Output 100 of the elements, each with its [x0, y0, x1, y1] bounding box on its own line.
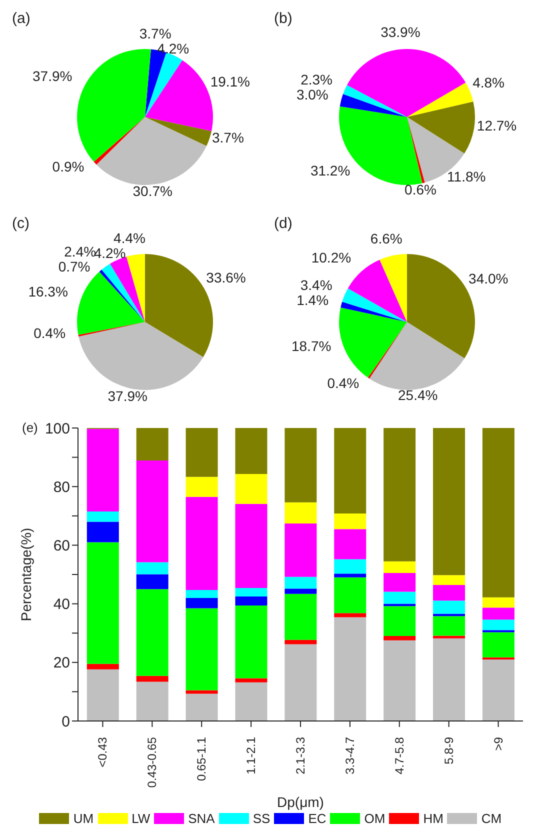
legend-label: UM: [72, 811, 94, 826]
y-tick-label: 100: [44, 420, 70, 438]
bar: [284, 644, 317, 721]
data-label: 2.3%: [300, 72, 332, 88]
bar: [482, 428, 514, 598]
bar: [334, 577, 366, 614]
bar: [334, 514, 366, 530]
legend-label: CM: [480, 811, 502, 826]
bar: [284, 524, 317, 577]
data-label: 4.4%: [114, 230, 146, 246]
bar: [284, 594, 317, 640]
bar: [186, 690, 218, 694]
bar: [86, 542, 119, 664]
data-label: 10.2%: [311, 250, 352, 266]
bar: [433, 585, 466, 601]
bar: [235, 474, 268, 504]
data-label: 0.6%: [404, 182, 436, 198]
bar: [235, 596, 268, 606]
x-tick-label: 3.3-4.7: [342, 736, 357, 774]
bar: [334, 574, 366, 578]
pie-slice: [77, 272, 145, 335]
bar: [433, 428, 466, 576]
bar: [136, 428, 168, 461]
pie-slice: [96, 117, 206, 185]
bar: [433, 638, 466, 721]
pie-slice: [339, 307, 407, 378]
legend-label: EC: [307, 811, 326, 826]
bar: [235, 588, 268, 596]
pie-slice: [145, 117, 212, 146]
data-label: 4.2%: [94, 244, 126, 261]
bar: [186, 496, 218, 590]
bar: [433, 600, 466, 614]
bar: [186, 476, 218, 497]
bar: [284, 640, 317, 644]
pie-slice: [342, 288, 407, 322]
y-tick-label: 40: [53, 596, 70, 614]
bar: [334, 617, 366, 721]
bar: [334, 559, 366, 574]
bar: [284, 576, 317, 589]
data-label: 1.4%: [296, 292, 329, 308]
chart-title: (e): [22, 420, 38, 435]
data-label: 2.4%: [64, 244, 96, 260]
pie-slice: [340, 302, 407, 322]
data-label: 4.8%: [472, 74, 505, 90]
y-axis-title: Percentage(%): [18, 528, 34, 622]
bar: [186, 590, 218, 598]
data-label: 34.0%: [468, 270, 508, 286]
bar: [86, 512, 119, 522]
bar: [235, 678, 268, 682]
x-tick-label: 4.7-5.8: [392, 736, 406, 774]
pie-slice: [407, 82, 474, 117]
data-label: 6.6%: [370, 230, 402, 247]
data-label: 0.7%: [58, 258, 90, 275]
legend-label: SS: [252, 811, 270, 826]
data-label: 19.1%: [210, 74, 250, 90]
y-tick-label: 0: [62, 713, 70, 730]
bar: [482, 632, 514, 658]
data-label: 31.2%: [310, 162, 350, 179]
bar: [384, 592, 416, 604]
chart-title: (a): [12, 10, 30, 27]
data-label: 0.9%: [52, 158, 84, 174]
bar: [482, 659, 514, 721]
data-label: 11.8%: [447, 168, 486, 184]
x-tick-label: 5.8-9: [442, 736, 456, 764]
pie-slice: [110, 256, 145, 322]
pie-slice: [368, 322, 407, 379]
x-tick-label: 0.65-1.1: [194, 736, 209, 782]
data-label: 0.4%: [327, 375, 360, 392]
legend-label: HM: [422, 811, 444, 826]
bar: [334, 613, 366, 618]
pie-slice: [407, 117, 425, 184]
bar: [384, 640, 416, 721]
pie-slice: [369, 322, 464, 390]
y-tick-label: 60: [53, 538, 70, 555]
bar: [284, 588, 317, 594]
x-tick-label: <0.43: [96, 736, 110, 768]
bar: [136, 676, 168, 682]
bar: [384, 573, 416, 592]
data-label: 16.3%: [28, 284, 68, 300]
y-tick-label: 80: [53, 478, 70, 496]
pie-slice: [145, 52, 182, 117]
bar: [433, 575, 466, 586]
legend-label: OM: [363, 811, 386, 826]
bar: [86, 522, 119, 542]
pie-slice: [77, 49, 151, 162]
pie-slice: [343, 85, 407, 117]
data-label: 12.7%: [476, 117, 517, 134]
bar: [86, 664, 119, 670]
legend-label: SNA: [187, 811, 215, 826]
data-label: 37.9%: [108, 388, 148, 404]
data-label: 4.2%: [157, 40, 190, 57]
x-tick-label: 0.43-0.65: [145, 736, 160, 788]
pie-slice: [78, 322, 204, 390]
chart-title: (b): [274, 10, 292, 27]
pie-slice: [145, 60, 213, 132]
bar: [136, 574, 168, 590]
bar: [136, 682, 168, 721]
chart-title: (d): [274, 215, 292, 232]
x-tick-label: 1.1-2.1: [244, 736, 258, 774]
pie-slice: [78, 322, 145, 337]
